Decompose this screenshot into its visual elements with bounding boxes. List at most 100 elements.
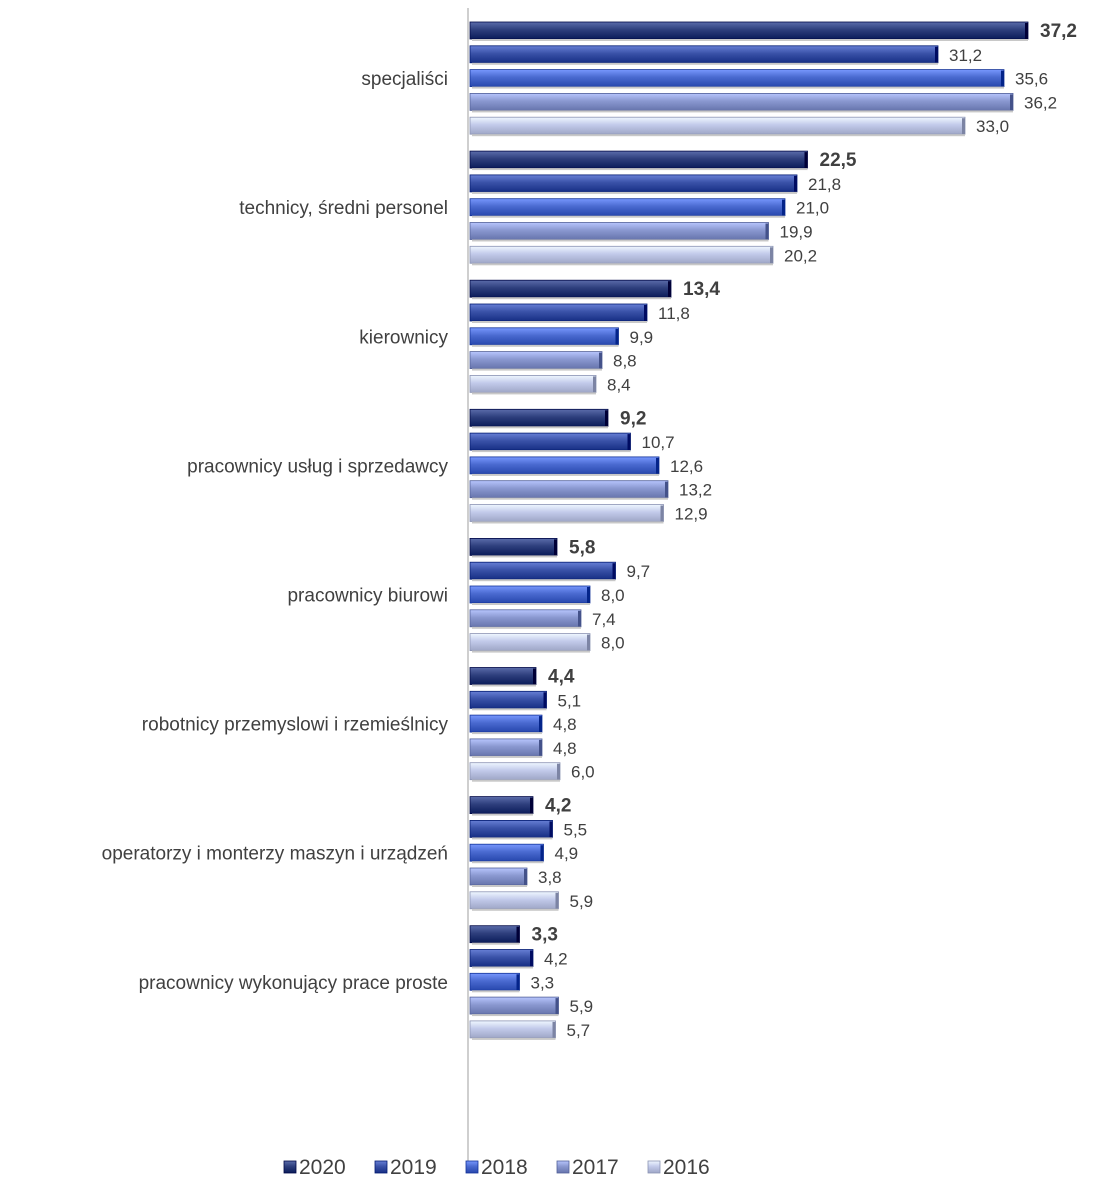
bar-shadow [472,603,590,605]
legend-swatch-2019 [374,1160,388,1174]
bar-2016 [469,504,664,522]
bar-shadow [472,344,619,347]
bar-2018 [469,843,544,862]
bar-2017 [469,93,1014,111]
data-label: 37,2 [1040,21,1077,42]
data-label: 22,5 [820,150,857,171]
data-label: 11,8 [658,304,690,323]
bar-2020 [469,408,609,427]
data-label: 13,4 [683,279,720,300]
bar-edge [1025,23,1028,39]
data-label: 13,2 [679,481,712,500]
bar-shadow [472,263,773,266]
data-label: 4,2 [545,796,571,817]
bar-edge [539,716,542,733]
bar-shadow [472,86,1004,89]
data-label: 5,5 [564,820,588,839]
bar-2018 [469,198,786,217]
bar-shadow [472,755,542,758]
bar-edge [668,281,671,298]
bar-2018 [469,972,520,991]
legend-label-2016: 2016 [663,1156,710,1179]
category-label: pracownicy biurowi [287,586,448,607]
bar-edge [557,763,560,780]
bar-shadow [472,966,533,969]
legend-label-2020: 2020 [299,1156,346,1179]
bar-2017 [469,738,543,757]
bar-shadow [472,626,581,629]
bar-2018 [469,456,660,475]
bar-shadow [472,497,668,500]
bar-shadow [472,885,527,887]
bar-shadow [472,990,520,993]
data-label: 12,9 [675,505,708,524]
bar-2016 [469,762,561,781]
bar-shadow [472,426,608,429]
bar-shadow [472,450,631,453]
bar-2020 [469,796,534,814]
bar-edge [549,821,553,838]
bar-2019 [469,45,939,64]
bar-2019 [469,690,547,709]
bar-edge [665,481,668,498]
bar-edge [554,539,557,556]
category-label: operatorzy i monterzy maszyn i urządzeń [102,844,448,865]
bar-edge [555,892,559,909]
bar-edge [644,305,647,321]
bar-shadow [472,942,520,945]
bar-2016 [469,374,597,393]
bar-shadow [472,684,536,687]
data-label: 31,2 [949,46,982,65]
data-label: 5,9 [570,997,594,1016]
bar-shadow [472,110,1013,113]
bar-edge [540,845,544,862]
data-label: 8,8 [613,352,637,371]
bar-2017 [469,222,769,240]
legend-label-2017: 2017 [572,1156,619,1179]
bar-edge [587,587,590,603]
bar-2020 [469,667,537,685]
bar-2016 [469,1020,556,1039]
bar-shadow [472,215,785,218]
data-label: 3,3 [532,925,558,946]
bar-2019 [469,561,616,580]
bar-shadow [472,813,533,816]
bar-shadow [472,39,1028,41]
legend-label-2019: 2019 [390,1156,437,1179]
bar-edge [656,457,659,474]
category-label: pracownicy usług i sprzedawcy [187,456,448,477]
data-label: 4,4 [548,667,575,688]
data-label: 35,6 [1015,70,1048,89]
bar-edge [765,223,769,240]
bar-edge [516,926,520,943]
bar-shadow [472,297,671,300]
legend-label-2018: 2018 [481,1156,528,1179]
bars-group: 37,2 31,2 35,6 36,2 33,0 22,5 21,8 21,0 19,9 20,2… [469,21,1077,1040]
bar-2016 [469,245,774,264]
bar-shadow [472,732,542,735]
bar-shadow [472,239,769,242]
data-label: 5,8 [569,537,595,558]
bar-edge [1010,94,1013,111]
category-label: pracownicy wykonujący prace proste [139,973,448,994]
bar-edge [516,974,520,991]
bar-edge [552,1021,556,1038]
legend-swatch-2016 [647,1160,661,1174]
data-label: 6,0 [571,763,595,782]
bar-edge [605,410,608,427]
bar-edge [555,998,559,1015]
data-label: 10,7 [642,433,675,452]
bar-2020 [469,279,672,298]
data-label: 5,9 [570,892,594,911]
bar-shadow [472,62,938,65]
bar-edge [794,175,797,192]
bar-2016 [469,633,591,651]
data-label: 9,9 [630,328,654,347]
bar-edge [804,152,808,169]
category-label: robotnicy przemyslowi i rzemieślnicy [142,715,449,736]
data-label: 21,0 [796,199,829,218]
data-label: 5,7 [567,1021,591,1040]
legend-swatch-2020 [283,1160,297,1174]
bar-2020 [469,538,558,556]
bar-shadow [472,708,547,711]
